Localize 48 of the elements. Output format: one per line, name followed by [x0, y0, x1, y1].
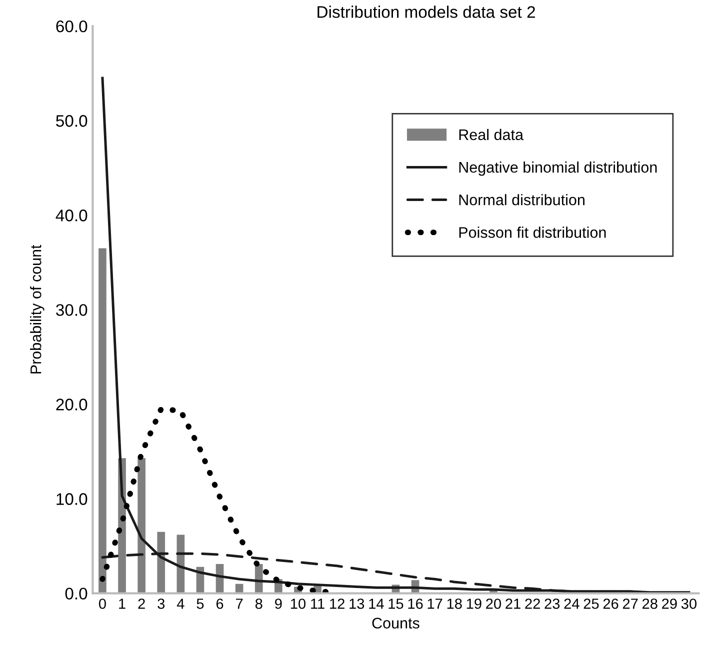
legend-label: Normal distribution	[459, 194, 584, 206]
x-tick-label: 13	[350, 598, 364, 609]
x-tick-label: 5	[196, 598, 204, 609]
bar	[138, 458, 146, 594]
y-tick-label: 0.0	[65, 588, 88, 600]
x-tick-label: 28	[642, 598, 658, 609]
x-tick-label: 6	[216, 598, 224, 609]
y-tick-label: 50.0	[56, 115, 88, 127]
x-tick-label: 27	[622, 598, 638, 609]
x-tick-label: 11	[311, 598, 324, 609]
x-tick-label: 1	[119, 598, 126, 609]
x-tick-label: 15	[388, 598, 404, 609]
x-tick-label: 30	[681, 598, 697, 609]
legend-label: Negative binomial distribution	[459, 162, 657, 176]
x-tick-label: 23	[544, 598, 560, 609]
x-tick-label: 29	[662, 598, 677, 609]
y-tick-label: 20.0	[56, 398, 88, 410]
x-tick-label: 22	[525, 598, 540, 609]
x-tick-label: 21	[506, 598, 520, 609]
x-axis-title: Counts	[372, 618, 420, 629]
y-tick-label: 40.0	[56, 210, 88, 222]
x-tick-label: 18	[447, 598, 462, 609]
x-tick-label: 0	[98, 598, 106, 609]
legend-label: Real data	[459, 128, 524, 140]
x-tick-label: 4	[176, 598, 184, 609]
bar	[157, 532, 166, 594]
bar	[98, 248, 106, 594]
x-tick-label: 25	[584, 598, 599, 609]
x-tick-label: 19	[466, 598, 482, 609]
x-tick-label: 24	[564, 598, 580, 609]
x-tick-label: 2	[138, 598, 145, 609]
x-tick-label: 14	[369, 598, 384, 609]
x-tick-label: 16	[408, 598, 423, 609]
y-tick-label: 30.0	[56, 304, 88, 316]
x-tick-label: 3	[158, 598, 165, 609]
x-tick-label: 8	[255, 598, 262, 609]
x-tick-label: 26	[603, 598, 618, 609]
legend-label: Poisson fit distribution	[459, 226, 606, 238]
y-axis-title: Probability of count	[30, 244, 44, 374]
x-tick-label: 9	[275, 598, 282, 609]
y-tick-label: 10.0	[56, 493, 88, 505]
y-tick-label: 60.0	[56, 20, 88, 32]
x-tick-label: 10	[290, 598, 306, 609]
chart-title: Distribution models data set 2	[318, 6, 535, 18]
x-tick-label: 7	[236, 598, 243, 609]
x-tick-label: 17	[428, 598, 442, 609]
x-tick-label: 12	[330, 598, 344, 609]
x-tick-label: 20	[486, 598, 502, 609]
